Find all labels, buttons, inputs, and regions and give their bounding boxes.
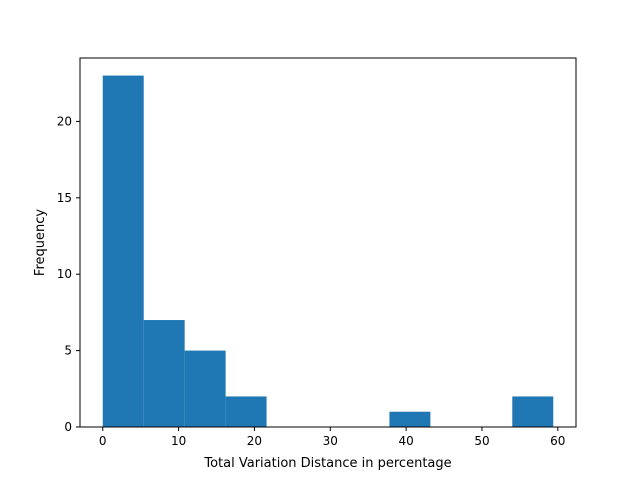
histogram-bar-10 xyxy=(512,396,554,427)
x-tick-label: 60 xyxy=(550,434,565,448)
x-tick-label: 40 xyxy=(398,434,413,448)
y-axis-label: Frequency xyxy=(33,209,48,276)
x-ticks: 0 10 20 30 40 50 60 xyxy=(99,427,565,448)
y-tick-label: 10 xyxy=(57,267,72,281)
y-tick-label: 15 xyxy=(57,191,72,205)
histogram-bar-1 xyxy=(143,320,185,427)
histogram-bar-3 xyxy=(225,396,267,427)
x-tick-label: 30 xyxy=(323,434,338,448)
y-tick-label: 0 xyxy=(64,420,72,434)
histogram-bar-0 xyxy=(102,75,144,428)
bars-layer xyxy=(102,75,554,428)
x-tick-label: 20 xyxy=(247,434,262,448)
histogram-bar-2 xyxy=(184,350,226,427)
y-tick-label: 5 xyxy=(64,344,72,358)
y-tick-label: 20 xyxy=(57,114,72,128)
x-tick-label: 10 xyxy=(171,434,186,448)
histogram-bar-7 xyxy=(389,411,431,427)
x-tick-label: 0 xyxy=(99,434,107,448)
x-axis-label: Total Variation Distance in percentage xyxy=(203,456,451,471)
y-ticks: 0 5 10 15 20 xyxy=(57,114,80,434)
plot-frame xyxy=(79,57,577,428)
x-tick-label: 50 xyxy=(474,434,489,448)
